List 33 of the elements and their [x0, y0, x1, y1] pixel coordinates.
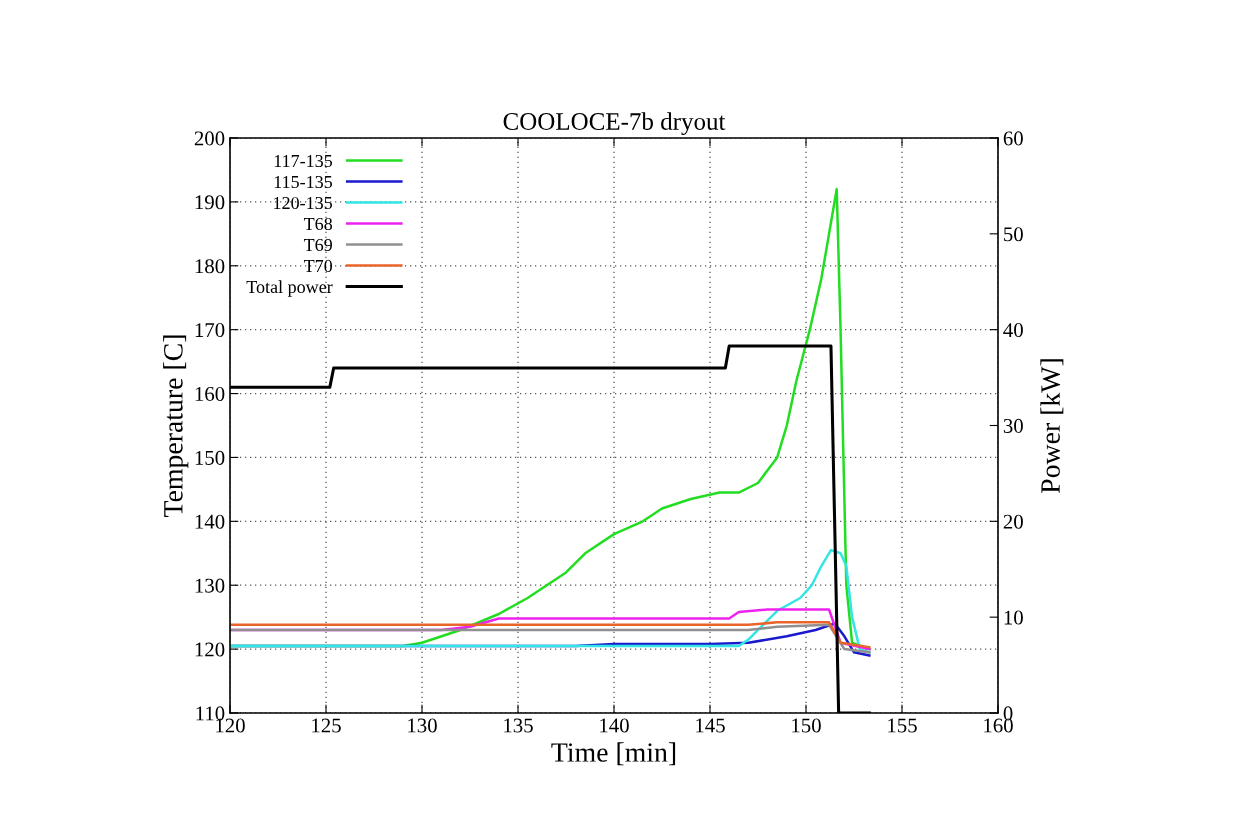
legend-label: 120-135 [274, 196, 333, 210]
x-tick-label: 155 [888, 718, 917, 733]
y2-tick-label: 30 [1003, 418, 1023, 433]
y-tick-label: 160 [195, 386, 225, 401]
y-tick-label: 140 [195, 514, 225, 529]
legend-label: T70 [303, 259, 333, 273]
chart-title: COOLOCE-7b dryout [503, 112, 726, 136]
y2-tick-label: 10 [1004, 610, 1023, 625]
legend-label: Total power [246, 280, 333, 297]
legend-label: 117-135 [274, 154, 333, 168]
legend-label: T68 [303, 217, 333, 231]
x-tick-label: 130 [408, 718, 437, 733]
x-tick-label: 135 [504, 718, 533, 733]
y-tick-label: 200 [194, 131, 225, 146]
y-tick-label: 150 [195, 450, 225, 465]
y2-tick-label: 40 [1003, 323, 1023, 338]
y2-tick-label: 60 [1003, 131, 1023, 146]
legend-label: T69 [303, 238, 332, 252]
legend-label: 115-135 [274, 175, 333, 189]
x-tick-label: 125 [312, 718, 341, 733]
y-tick-label: 130 [195, 578, 225, 593]
y2-tick-label: 20 [1003, 514, 1023, 529]
y2-tick-label: 50 [1004, 227, 1023, 242]
x-tick-label: 150 [792, 718, 821, 733]
x-axis-title: Time [min] [551, 742, 676, 766]
y-tick-label: 190 [195, 195, 225, 210]
x-tick-label: 140 [600, 718, 629, 733]
y-tick-label: 120 [195, 642, 225, 657]
y2-axis-title: Power [kW] [1040, 359, 1064, 493]
x-tick-label: 145 [696, 718, 725, 733]
y-axis-title: Temperature [C] [163, 335, 189, 517]
y-tick-label: 170 [195, 323, 225, 338]
y-tick-label: 180 [195, 259, 225, 274]
